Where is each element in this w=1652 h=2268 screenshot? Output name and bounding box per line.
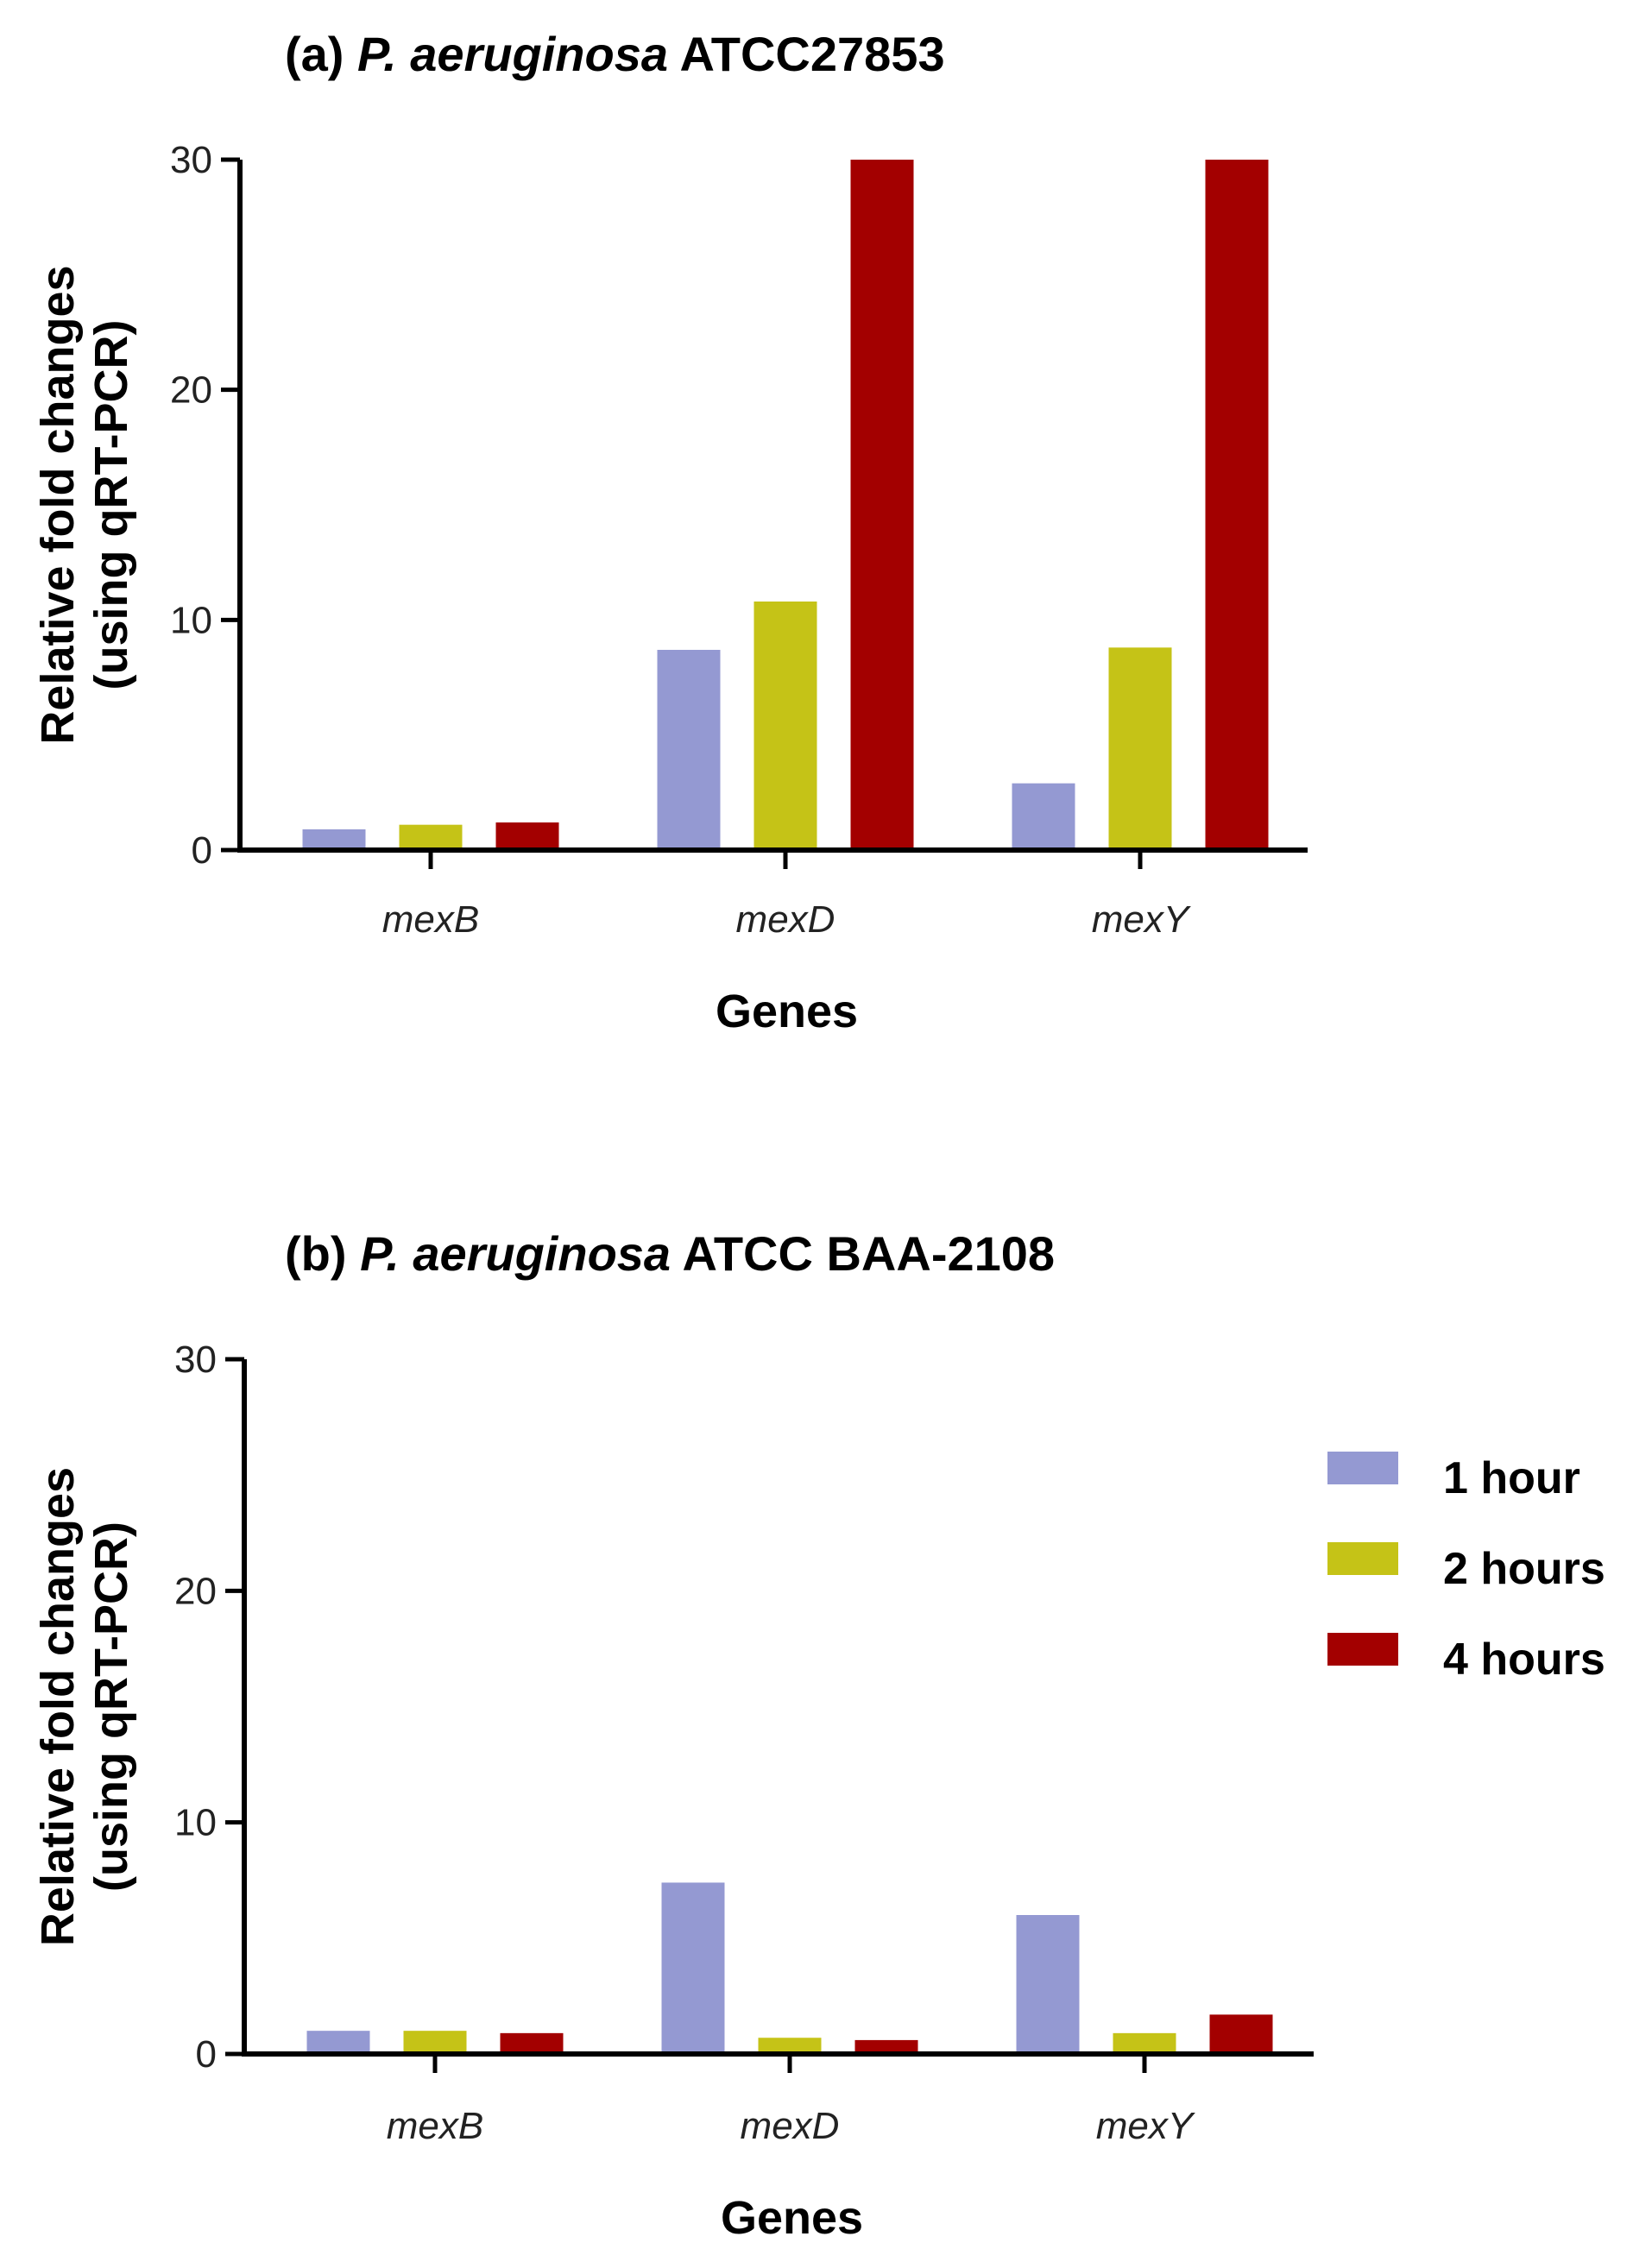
bar-mexD-4-hours <box>854 2039 918 2051</box>
bar-mexB-1-hour <box>302 829 366 847</box>
y-axis-label: Relative fold changes(using qRT-PCR) <box>32 1467 137 1946</box>
bar-mexD-2-hours <box>753 602 817 847</box>
legend-label-2-hours: 2 hours <box>1443 1544 1605 1594</box>
x-tick-label-mexY: mexY <box>1092 898 1191 941</box>
chart-title-prefix: (b) <box>285 1226 360 1281</box>
bar-mexB-2-hours <box>403 2031 467 2051</box>
x-tick-label-mexY: mexY <box>1096 2105 1195 2147</box>
y-tick-label: 30 <box>170 139 212 181</box>
chart-panel-a: (a) P. aeruginosa ATCC27853 Relative fold… <box>32 27 1308 1037</box>
y-tick-label: 10 <box>170 599 212 641</box>
bar-mexD-1-hour <box>661 1882 725 2051</box>
x-axis-label: Genes <box>716 986 858 1037</box>
x-tick-label-mexD: mexD <box>741 2105 840 2147</box>
bar-mexY-4-hours <box>1209 2014 1273 2051</box>
y-axis-label-line2: (using qRT-PCR) <box>85 1521 137 1892</box>
chart-title-strain: ATCC27853 <box>668 27 945 81</box>
bar-mexY-4-hours <box>1205 160 1269 847</box>
legend-swatch-2-hours <box>1327 1542 1398 1575</box>
axes-lines <box>242 1359 1314 2057</box>
legend-swatch-4-hours <box>1327 1633 1398 1666</box>
bar-mexB-2-hours <box>399 824 463 847</box>
bar-mexD-4-hours <box>850 160 914 847</box>
y-tick-label: 10 <box>174 1802 217 1844</box>
y-tick-label: 20 <box>170 369 212 412</box>
y-tick-label: 0 <box>192 829 212 872</box>
chart-title: (a) P. aeruginosa ATCC27853 <box>285 27 945 81</box>
y-axis-label-line1: Relative fold changes <box>32 265 84 744</box>
chart-panel-b: (b) P. aeruginosa ATCC BAA-2108 Relative … <box>32 1226 1314 2244</box>
bar-mexY-2-hours <box>1113 2032 1176 2051</box>
bar-mexB-1-hour <box>306 2031 370 2051</box>
x-tick-label-mexD: mexD <box>736 898 835 941</box>
bar-mexY-2-hours <box>1108 647 1172 847</box>
chart-title: (b) P. aeruginosa ATCC BAA-2108 <box>285 1226 1055 1281</box>
y-tick-label: 30 <box>174 1339 217 1381</box>
legend-label-1-hour: 1 hour <box>1443 1453 1580 1503</box>
legend: 1 hour 2 hours 4 hours <box>1327 1452 1605 1685</box>
bar-mexD-1-hour <box>657 650 721 847</box>
chart-title-prefix: (a) <box>285 27 357 81</box>
bar-mexD-2-hours <box>758 2038 822 2051</box>
y-tick-label: 20 <box>174 1570 217 1612</box>
bar-mexB-4-hours <box>495 822 559 847</box>
chart-title-strain: ATCC BAA-2108 <box>671 1226 1055 1281</box>
y-tick-label: 0 <box>196 2033 217 2076</box>
chart-title-species: P. aeruginosa <box>360 1226 671 1281</box>
legend-label-4-hours: 4 hours <box>1443 1635 1605 1685</box>
bar-mexY-1-hour <box>1016 1915 1080 2051</box>
bar-mexB-4-hours <box>500 2032 564 2051</box>
y-axis-label: Relative fold changes(using qRT-PCR) <box>32 265 137 744</box>
y-axis-label-line2: (using qRT-PCR) <box>85 320 137 690</box>
legend-swatch-1-hour <box>1327 1452 1398 1484</box>
x-tick-label-mexB: mexB <box>387 2105 483 2147</box>
bar-mexY-1-hour <box>1012 783 1075 847</box>
y-axis-label-line1: Relative fold changes <box>32 1467 84 1946</box>
x-axis-label: Genes <box>721 2192 863 2244</box>
chart-title-species: P. aeruginosa <box>357 27 668 81</box>
x-tick-label-mexB: mexB <box>382 898 479 941</box>
